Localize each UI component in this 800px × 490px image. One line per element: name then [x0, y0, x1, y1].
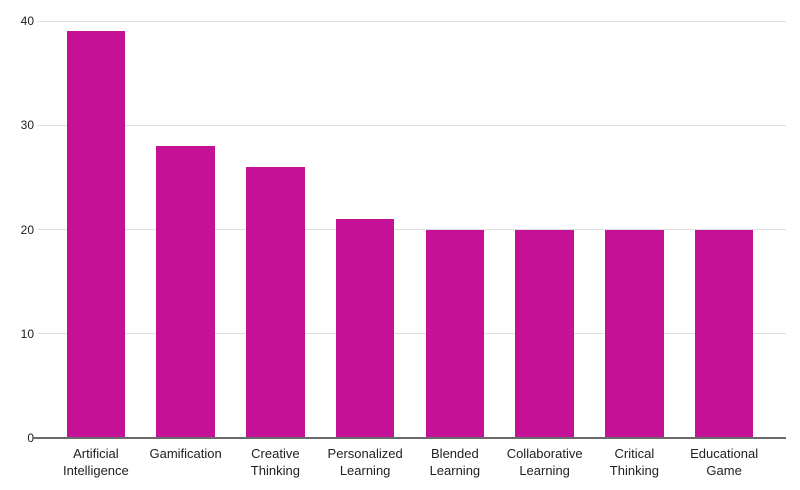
x-axis-category-label: Collaborative Learning	[506, 446, 583, 478]
bar-category-cell	[500, 21, 590, 438]
gridline	[37, 20, 786, 22]
x-axis-line	[33, 437, 786, 439]
gridline	[37, 124, 786, 126]
y-axis-tick-label: 40	[20, 14, 34, 28]
plot-area	[51, 21, 769, 438]
x-axis-category-label: Educational Game	[690, 446, 759, 478]
bar	[605, 229, 664, 438]
x-axis-category-label: Critical Thinking	[609, 446, 659, 478]
x-axis-category-label: Gamification	[149, 446, 222, 461]
y-axis-tick-label: 10	[20, 326, 34, 341]
x-axis-labels: Artificial Intelligence Gamification Creat…	[51, 445, 769, 479]
bar	[425, 229, 485, 438]
bar-category-cell	[320, 21, 410, 438]
y-axis-tick-label: 30	[20, 118, 34, 133]
bar	[246, 166, 305, 438]
bar	[66, 31, 126, 438]
x-axis-category-label: Blended Learning	[429, 446, 481, 478]
y-axis-tick-label: 0	[27, 431, 34, 445]
bar	[156, 146, 215, 438]
bar-category-cell	[679, 21, 769, 438]
x-axis-category-label: Artificial Intelligence	[62, 446, 129, 478]
x-axis-category-label: Personalized Learning	[327, 446, 403, 478]
bar	[515, 229, 574, 438]
gridline	[37, 333, 786, 335]
gridline	[37, 229, 786, 230]
bar-category-cell	[590, 21, 680, 438]
bar-category-cell	[141, 21, 231, 438]
bar-category-cell	[231, 21, 321, 438]
x-axis-category-label: Creative Thinking	[250, 446, 300, 478]
bar-category-cell	[51, 21, 141, 438]
bar	[694, 229, 754, 438]
bar	[335, 219, 395, 438]
bar-category-cell	[410, 21, 500, 438]
y-axis-tick-label: 20	[20, 222, 34, 237]
